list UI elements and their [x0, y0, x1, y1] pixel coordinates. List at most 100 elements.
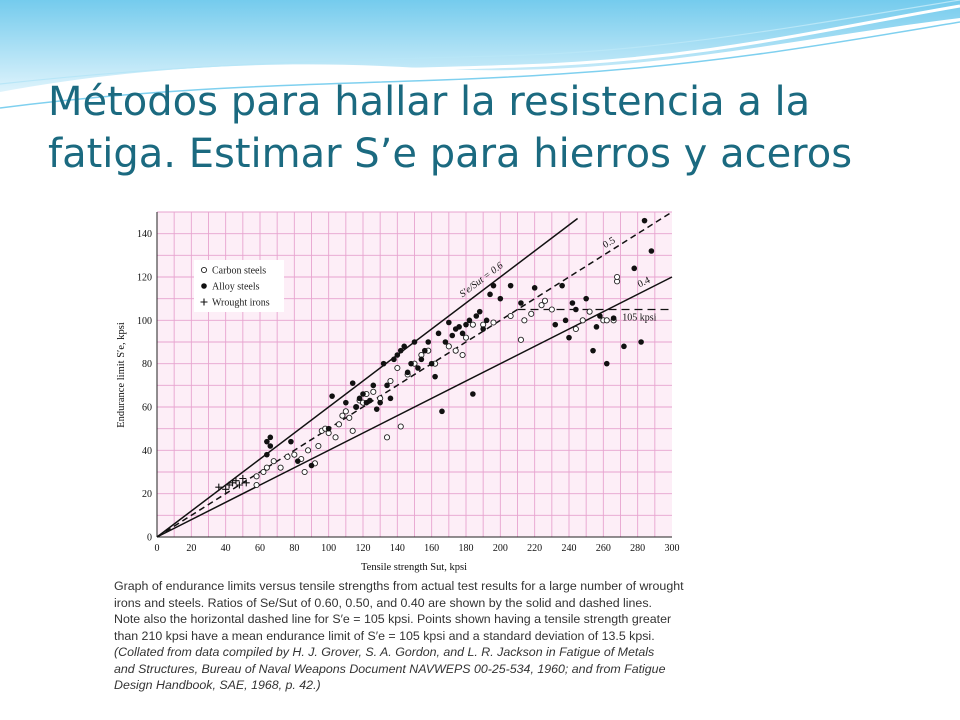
point-carbon-steel	[445, 343, 452, 350]
horizontal-line-label: 105 kpsi	[622, 312, 656, 323]
x-tick-label: 280	[630, 543, 645, 554]
point-alloy-steel	[507, 282, 514, 289]
point-carbon-steel	[270, 458, 277, 465]
point-carbon-steel	[579, 317, 586, 324]
caption-line-6: and Structures, Bureau of Naval Weapons …	[114, 661, 666, 676]
point-alloy-steel	[267, 434, 274, 441]
point-alloy-steel	[483, 317, 490, 324]
point-carbon-steel	[335, 421, 343, 428]
point-carbon-steel	[462, 334, 470, 341]
point-alloy-steel	[641, 217, 648, 224]
caption-line-4: than 210 kpsi have a mean endurance limi…	[114, 628, 655, 643]
point-alloy-steel	[408, 360, 414, 367]
y-tick-label: 140	[137, 229, 152, 240]
point-alloy-steel	[264, 451, 270, 458]
y-tick-label: 100	[137, 316, 152, 327]
point-alloy-steel	[329, 393, 335, 399]
point-carbon-steel	[459, 351, 466, 359]
point-alloy-steel	[401, 343, 408, 350]
point-carbon-steel	[291, 451, 298, 458]
point-carbon-steel	[521, 317, 528, 324]
caption-line-1: Graph of endurance limits versus tensile…	[114, 579, 684, 593]
point-carbon-steel	[260, 468, 267, 476]
x-tick-label: 260	[596, 543, 611, 554]
y-tick-label: 80	[142, 359, 152, 370]
point-carbon-steel	[538, 302, 545, 309]
point-carbon-steel	[253, 481, 260, 489]
point-alloy-steel	[439, 408, 445, 415]
figure: 0 20 40 60 80 100 120 140 160 180 200 220 240 260 280 3…	[110, 210, 700, 715]
data-points	[215, 217, 655, 493]
x-tick-label: 300	[665, 543, 680, 554]
axes: 0 20 40 60 80 100 120 140 160 180 200 220 240 260 280 3…	[137, 212, 680, 554]
x-tick-label: 120	[356, 543, 371, 554]
slide-title: Métodos para hallar la resistencia a la …	[48, 79, 853, 177]
point-carbon-steel	[370, 388, 377, 395]
point-alloy-steel	[459, 330, 466, 337]
point-carbon-steel	[263, 464, 270, 471]
legend-marker-carbon	[200, 266, 208, 274]
point-alloy-steel	[638, 339, 644, 345]
y-tick-label: 0	[147, 533, 152, 544]
legend-label-carbon: Carbon steels	[212, 266, 266, 277]
point-carbon-steel	[383, 434, 391, 441]
point-alloy-steel	[573, 306, 579, 313]
point-alloy-steel	[267, 443, 274, 449]
point-carbon-steel	[528, 310, 535, 317]
legend-label-wrought: Wrought irons	[212, 298, 270, 309]
point-alloy-steel	[377, 399, 383, 406]
point-alloy-steel	[583, 295, 589, 302]
ratio-label-0-4: 0.4	[636, 275, 652, 290]
point-alloy-steel	[360, 391, 366, 397]
point-alloy-steel	[480, 326, 486, 332]
ratio-line-0-4	[156, 276, 673, 538]
legend-box	[194, 260, 284, 312]
point-alloy-steel	[264, 438, 270, 445]
point-carbon-steel	[394, 364, 401, 372]
point-carbon-steel	[572, 325, 579, 333]
caption-line-7: Design Handbook, SAE, 1968, p. 42.)	[114, 678, 321, 692]
point-alloy-steel	[449, 332, 456, 339]
point-carbon-steel	[346, 414, 353, 421]
figure-caption: Graph of endurance limits versus tensile…	[114, 578, 700, 694]
point-wrought-iron	[215, 483, 223, 491]
point-carbon-steel	[469, 321, 476, 328]
point-carbon-steel	[284, 453, 291, 460]
point-carbon-steel	[490, 319, 497, 326]
point-alloy-steel	[562, 317, 569, 324]
x-tick-label: 220	[527, 543, 542, 554]
caption-line-3: Note also the horizontal dashed line for…	[114, 612, 672, 626]
point-carbon-steel	[541, 297, 549, 304]
endurance-chart: 0 20 40 60 80 100 120 140 160 180 200 220 240 260 280 3…	[116, 211, 680, 573]
point-carbon-steel	[339, 412, 346, 419]
y-axis-label: Endurance limit S′e, kpsi	[116, 322, 127, 428]
point-alloy-steel	[446, 319, 452, 326]
point-alloy-steel	[593, 324, 600, 330]
point-wrought-iron	[232, 477, 240, 485]
point-alloy-steel	[325, 425, 332, 432]
point-alloy-steel	[349, 380, 356, 386]
x-tick-label: 60	[255, 543, 265, 554]
point-alloy-steel	[463, 321, 469, 328]
point-carbon-steel	[517, 336, 524, 343]
caption-line-2: irons and steels. Ratios of Se/Sut of 0.…	[114, 595, 652, 610]
point-alloy-steel	[422, 347, 428, 354]
point-alloy-steel	[490, 282, 497, 289]
point-carbon-steel	[507, 312, 514, 320]
point-alloy-steel	[308, 462, 315, 469]
point-alloy-steel	[456, 324, 462, 330]
point-carbon-steel	[332, 434, 339, 441]
y-tick-label: 40	[142, 446, 152, 457]
point-alloy-steel	[597, 313, 603, 319]
point-alloy-steel	[288, 438, 294, 445]
point-alloy-steel	[391, 356, 397, 363]
point-alloy-steel	[487, 291, 493, 298]
point-alloy-steel	[356, 395, 363, 402]
point-carbon-steel	[342, 408, 349, 415]
point-wrought-iron	[239, 475, 247, 482]
wave-line-3	[0, 0, 960, 85]
point-alloy-steel	[370, 382, 377, 389]
point-carbon-steel	[277, 464, 284, 471]
x-tick-label: 20	[186, 543, 196, 554]
point-alloy-steel	[531, 285, 538, 291]
